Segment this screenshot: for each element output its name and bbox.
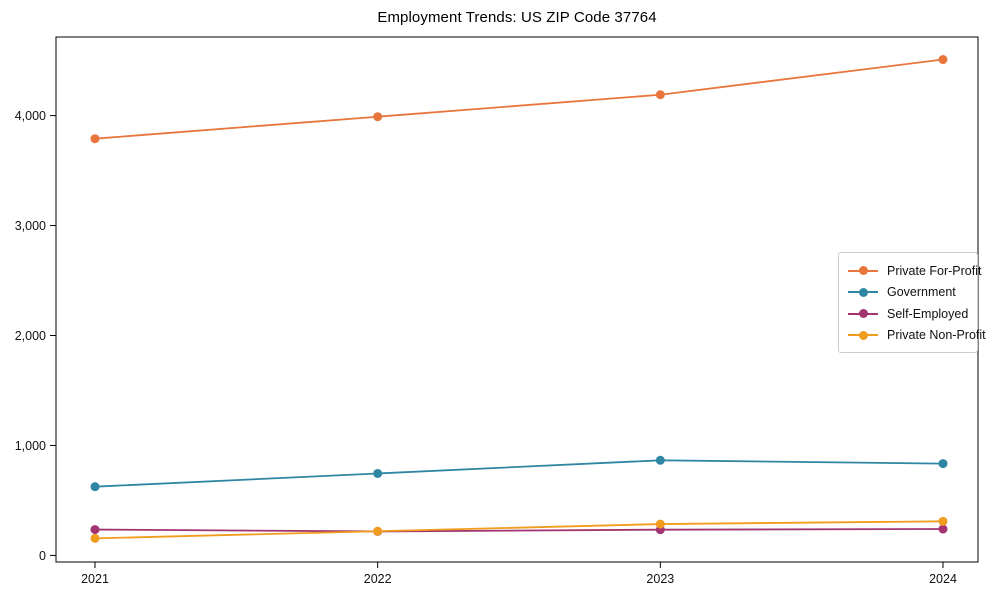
y-tick-label: 1,000: [15, 439, 46, 453]
series-marker-private-for-profit: [373, 112, 383, 122]
y-tick-label: 4,000: [15, 109, 46, 123]
y-tick-label: 3,000: [15, 219, 46, 233]
series-marker-private-non-profit: [373, 526, 383, 536]
axes-spines: [55, 36, 979, 563]
series-marker-private-non-profit: [655, 519, 665, 529]
series-marker-private-non-profit: [938, 516, 948, 526]
series-marker-government: [655, 455, 665, 465]
x-tick-label: 2023: [646, 572, 674, 586]
series-marker-private-for-profit: [90, 134, 100, 144]
series-marker-government: [938, 459, 948, 469]
series-line-government: [94, 459, 944, 488]
y-tick-label: 2,000: [15, 329, 46, 343]
series-marker-private-for-profit: [655, 90, 665, 100]
x-tick-label: 2022: [364, 572, 392, 586]
series-marker-government: [373, 468, 383, 478]
series-line-private-non-profit: [94, 520, 944, 540]
legend-label: Government: [887, 285, 956, 300]
series-marker-self-employed: [938, 524, 948, 534]
legend-item-self-employed: Self-Employed: [848, 303, 968, 325]
legend-item-government: Government: [848, 282, 968, 304]
legend-box: Private For-Profit Government Self-Employe…: [838, 252, 986, 353]
series-marker-private-for-profit: [938, 55, 948, 65]
chart-title: Employment Trends: US ZIP Code 37764: [377, 9, 657, 26]
y-tick-label: 0: [39, 549, 46, 563]
legend-line-marker-icon: [848, 309, 878, 319]
legend-item-private-for-profit: Private For-Profit: [848, 260, 981, 282]
legend-label: Private Non-Profit: [887, 328, 986, 343]
series-marker-private-non-profit: [90, 533, 100, 543]
series-line-self-employed: [94, 528, 944, 533]
series-line-private-for-profit: [94, 58, 944, 140]
x-tick-label: 2021: [81, 572, 109, 586]
legend-line-marker-icon: [848, 330, 878, 340]
legend-line-marker-icon: [848, 287, 878, 297]
x-tick-label: 2024: [929, 572, 957, 586]
series-marker-self-employed: [90, 525, 100, 535]
legend-item-private-non-profit: Private Non-Profit: [848, 325, 986, 347]
legend-label: Self-Employed: [887, 306, 969, 321]
series-marker-government: [90, 482, 100, 492]
legend-line-marker-icon: [848, 266, 878, 276]
legend-label: Private For-Profit: [887, 263, 982, 278]
